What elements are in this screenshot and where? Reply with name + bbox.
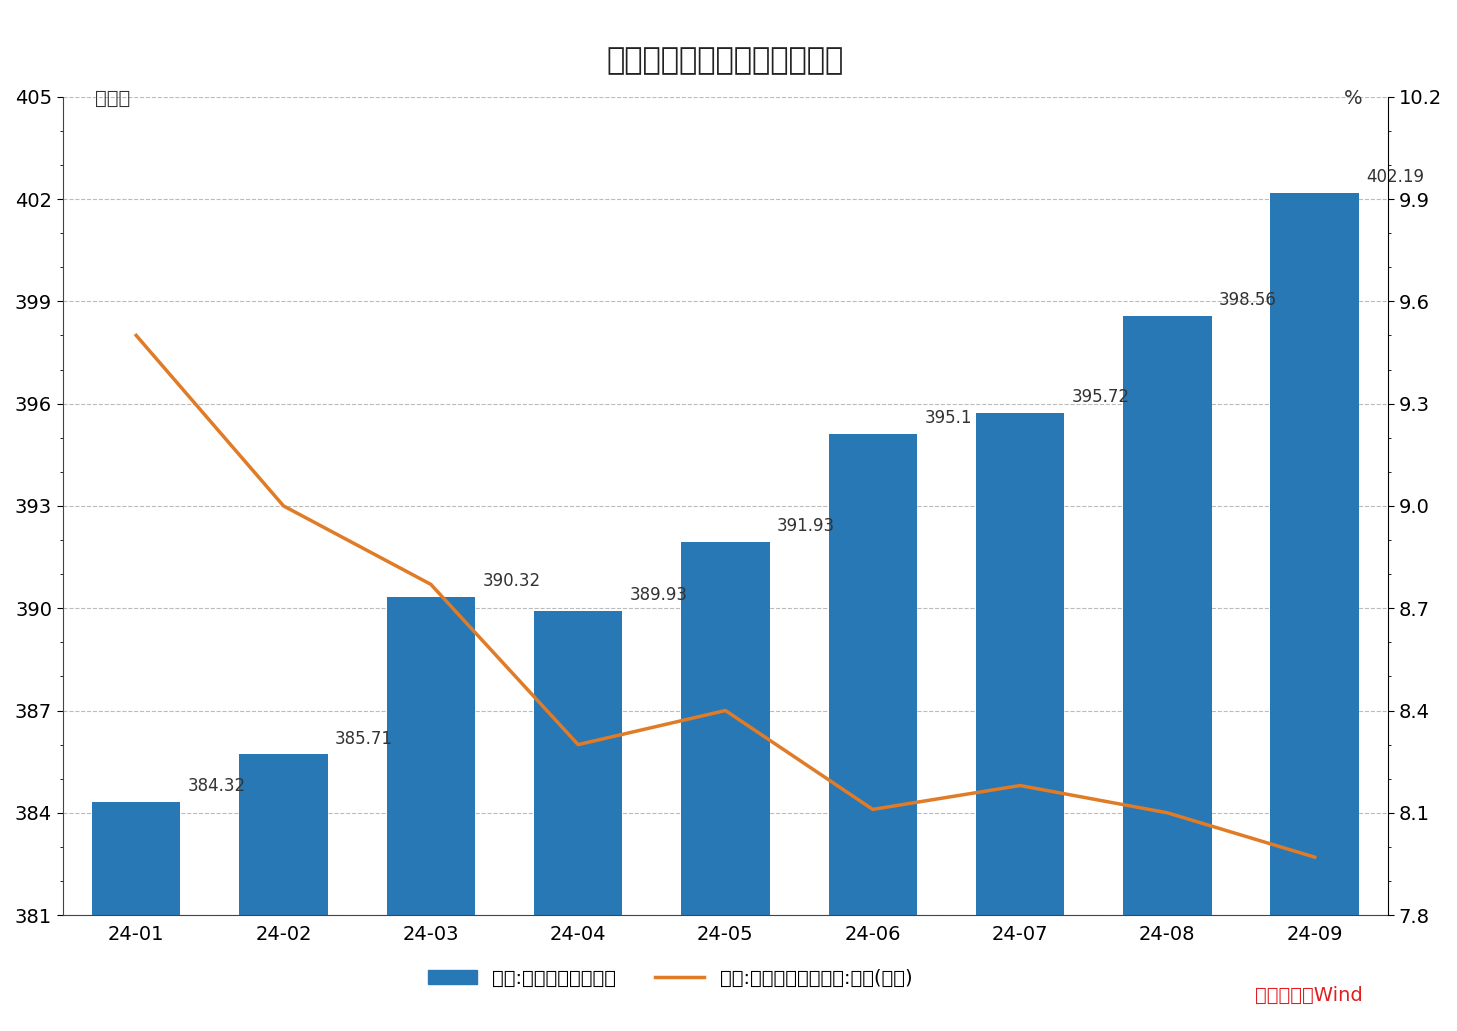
- Text: 395.1: 395.1: [924, 409, 972, 428]
- Legend: 中国:社会融资规模存量, 中国:社会融资规模存量:同比(右轴): 中国:社会融资规模存量, 中国:社会融资规模存量:同比(右轴): [421, 961, 919, 996]
- Bar: [92, 802, 181, 1031]
- Title: 社会融资规模存量及变化情况: 社会融资规模存量及变化情况: [606, 46, 844, 75]
- Bar: [533, 610, 622, 1031]
- Text: 389.93: 389.93: [629, 586, 688, 603]
- Text: 395.72: 395.72: [1071, 389, 1129, 406]
- Bar: [1123, 317, 1212, 1031]
- Bar: [1271, 193, 1359, 1031]
- Text: 数据来源：Wind: 数据来源：Wind: [1254, 987, 1362, 1005]
- Text: 398.56: 398.56: [1220, 292, 1276, 309]
- Text: 390.32: 390.32: [482, 572, 541, 591]
- Bar: [976, 413, 1064, 1031]
- Text: 384.32: 384.32: [188, 777, 246, 795]
- Text: 万亿元: 万亿元: [95, 90, 130, 108]
- Text: 391.93: 391.93: [777, 518, 835, 535]
- Text: 402.19: 402.19: [1367, 168, 1425, 186]
- Bar: [239, 755, 328, 1031]
- Bar: [829, 434, 916, 1031]
- Text: %: %: [1343, 90, 1362, 108]
- Text: 385.71: 385.71: [335, 730, 393, 747]
- Bar: [682, 542, 769, 1031]
- Bar: [386, 597, 475, 1031]
